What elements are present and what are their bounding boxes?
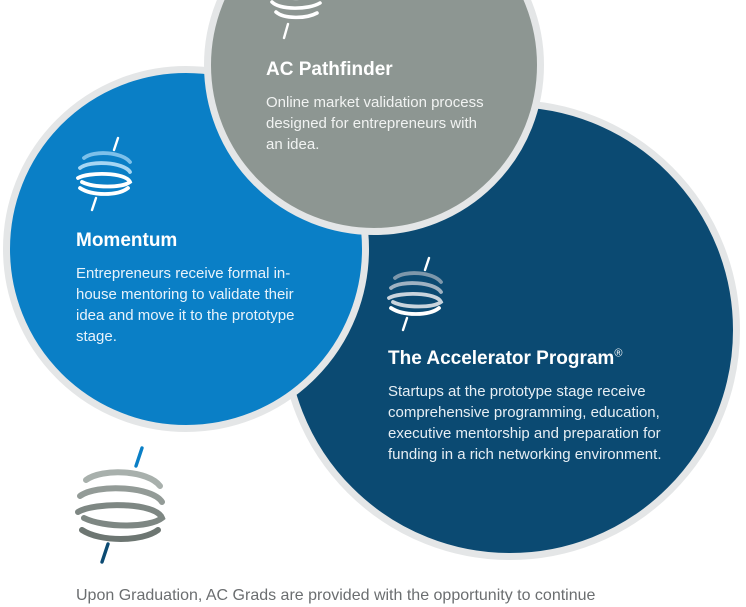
accelerator-title: The Accelerator Program xyxy=(388,348,615,369)
momentum-block: Momentum Entrepreneurs receive formal in… xyxy=(76,229,316,347)
momentum-title: Momentum xyxy=(76,230,178,251)
spiral-logo-icon xyxy=(387,256,444,332)
accelerator-description: Startups at the prototype stage receive … xyxy=(388,383,662,463)
spiral-logo-icon xyxy=(270,0,322,40)
pathfinder-description: Online market validation process designe… xyxy=(266,94,484,153)
spiral-logo-icon xyxy=(76,136,133,212)
momentum-description: Entrepreneurs receive formal in-house me… xyxy=(76,265,295,345)
pathfinder-title: AC Pathfinder xyxy=(266,59,393,80)
spiral-logo-icon xyxy=(75,446,166,564)
accelerator-title-heading: The Accelerator Program® xyxy=(388,347,688,371)
graduation-text: Upon Graduation, AC Grads are provided w… xyxy=(76,587,596,604)
accelerator-block: The Accelerator Program® Startups at the… xyxy=(388,347,688,465)
registered-mark: ® xyxy=(614,347,623,360)
pathfinder-block: AC Pathfinder Online market validation p… xyxy=(266,58,496,155)
